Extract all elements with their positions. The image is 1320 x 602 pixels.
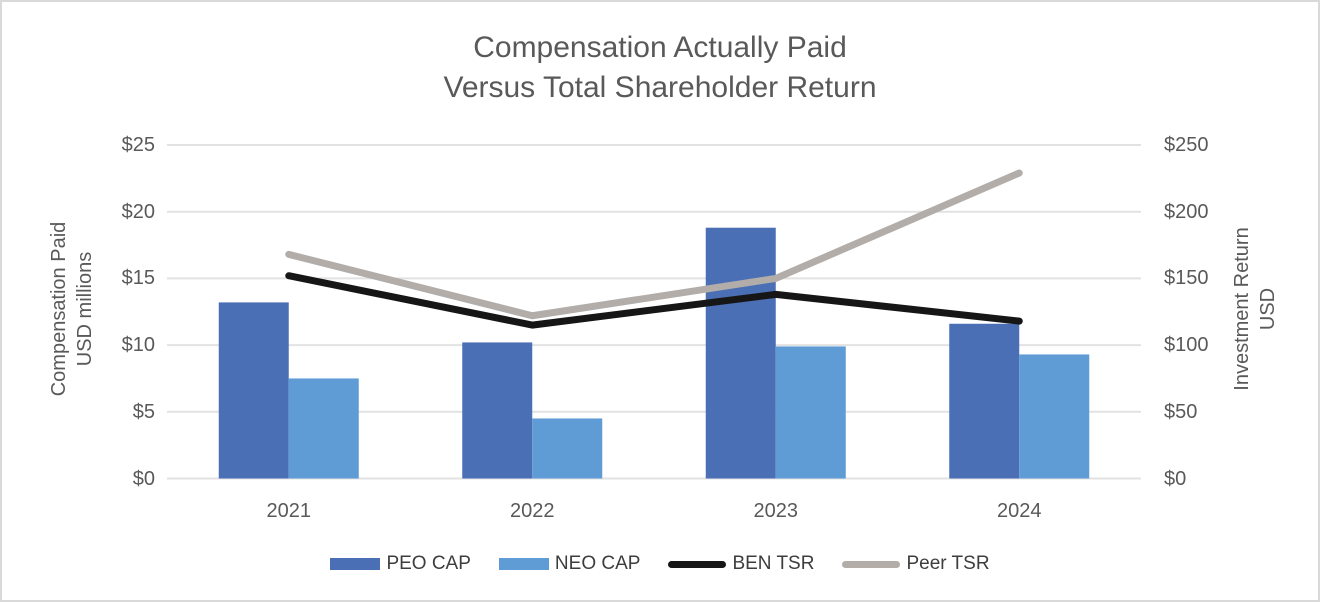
legend-swatch-neo-cap (498, 558, 549, 570)
legend-label: BEN TSR (732, 553, 815, 574)
chart-title-line-1: Compensation Actually Paid (473, 31, 847, 64)
bar-peo-cap-2022 (462, 342, 533, 479)
x-axis-label-2021: 2021 (266, 500, 312, 522)
legend-label: PEO CAP (386, 553, 471, 574)
bar-neo-cap-2022 (532, 418, 603, 479)
right-axis-tick-label: $200 (1164, 200, 1209, 223)
left-axis-tick-label: $15 (121, 267, 155, 290)
right-axis-tick-label: $100 (1164, 334, 1209, 357)
bar-peo-cap-2024 (949, 323, 1020, 479)
bar-peo-cap-2023 (705, 227, 776, 479)
legend-item-peo-cap: PEO CAP (330, 553, 471, 575)
right-axis-tick-label: $250 (1164, 134, 1209, 156)
legend-label: Peer TSR (906, 553, 990, 574)
legend-swatch-ben-tsr (668, 560, 727, 568)
line-ben-tsr (285, 272, 1023, 329)
line-peer-tsr (285, 169, 1023, 320)
left-axis-tick-label: $20 (121, 200, 155, 223)
bar-neo-cap-2023 (775, 346, 846, 479)
x-axis-label-2023: 2023 (753, 500, 799, 522)
left-axis-tick-label: $10 (121, 334, 155, 357)
x-axis-label-2022: 2022 (510, 500, 555, 522)
legend: PEO CAP NEO CAP BEN TSR Peer TSR (2, 551, 1318, 577)
left-axis-tick-label: $25 (121, 134, 155, 156)
legend-label: NEO CAP (554, 553, 641, 574)
left-axis-tick-label: $5 (132, 400, 155, 423)
bar-neo-cap-2024 (1019, 354, 1090, 479)
chart-title: Compensation Actually Paid Versus Total … (2, 28, 1318, 108)
bar-peo-cap-2021 (218, 302, 289, 479)
chart-title-line-2: Versus Total Shareholder Return (443, 71, 877, 104)
bar-neo-cap-2021 (288, 378, 359, 479)
left-axis-tick-label: $0 (132, 467, 155, 490)
legend-swatch-peer-tsr (842, 560, 901, 568)
x-axis-label-2024: 2024 (997, 500, 1042, 522)
legend-item-ben-tsr: BEN TSR (668, 553, 814, 575)
right-axis-tick-label: $150 (1164, 267, 1209, 290)
right-axis-tick-label: $50 (1164, 400, 1198, 423)
legend-item-neo-cap: NEO CAP (498, 553, 641, 575)
legend-item-peer-tsr: Peer TSR (842, 553, 990, 575)
legend-swatch-peo-cap (330, 558, 381, 570)
right-axis-tick-label: $0 (1164, 467, 1187, 490)
